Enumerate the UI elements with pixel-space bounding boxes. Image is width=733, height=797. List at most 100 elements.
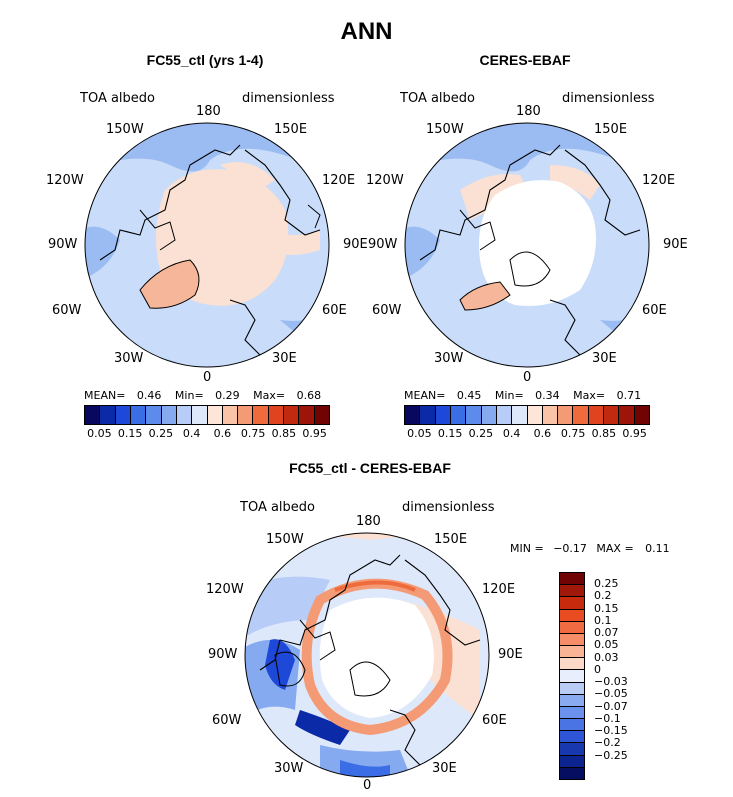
obs-min-label: Min= (494, 389, 524, 402)
model-lon-0: 0 (203, 370, 212, 385)
model-colorbar-box (85, 406, 101, 424)
diff-colorbar-tick: −0.2 (594, 736, 621, 750)
diff-colorbar-box (560, 670, 584, 683)
obs-lon-60e: 60E (642, 303, 667, 318)
obs-lon-150e: 150E (594, 122, 628, 137)
diff-lon-120e: 120E (482, 582, 516, 597)
model-lon-120w: 120W (46, 173, 84, 188)
diff-min-label: MIN = (510, 542, 544, 555)
model-colorbar-tick: 0.25 (148, 427, 174, 440)
diff-colorbar-tick: −0.05 (594, 687, 628, 701)
model-colorbar-box (161, 406, 177, 424)
obs-colorbar-tick: 0.4 (502, 427, 521, 440)
model-colorbar-box (100, 406, 116, 424)
diff-lon-180: 180 (356, 514, 381, 529)
model-mean-label: MEAN= (84, 389, 126, 402)
model-colorbar-tick: 0.4 (182, 427, 201, 440)
obs-panel-title: CERES-EBAF (479, 52, 571, 68)
model-field-label: TOA albedo (80, 91, 156, 106)
diff-units-label: dimensionless (402, 500, 495, 515)
model-units-label: dimensionless (242, 91, 335, 106)
obs-lon-180: 180 (516, 104, 541, 119)
diff-colorbar-tick: 0.15 (594, 601, 619, 615)
diff-colorbar (559, 572, 585, 780)
model-lon-180: 180 (196, 104, 221, 119)
diff-lon-90w: 90W (208, 647, 238, 662)
diff-colorbar-box (560, 609, 584, 622)
model-colorbar-box (176, 406, 193, 424)
obs-colorbar-box (573, 406, 589, 424)
diff-lon-60e: 60E (482, 713, 507, 728)
model-colorbar-box (192, 406, 208, 424)
obs-colorbar-tick: 0.05 (407, 427, 432, 440)
diff-colorbar-box (560, 694, 584, 707)
diff-colorbar-box (560, 573, 584, 586)
model-colorbar-tick: 0.95 (302, 427, 327, 440)
model-lon-150e: 150E (274, 122, 308, 137)
diff-colorbar-tick: −0.1 (594, 711, 621, 725)
diff-colorbar-tick: 0.05 (594, 638, 619, 652)
model-colorbar-box (253, 406, 269, 424)
diff-panel-title: FC55_ctl - CERES-EBAF (289, 460, 451, 476)
model-colorbar-tick: 0.85 (271, 427, 297, 440)
model-colorbar-box (268, 406, 285, 424)
diff-max-value: 0.11 (645, 542, 670, 555)
model-panel-title: FC55_ctl (yrs 1-4) (146, 52, 264, 68)
diff-min-value: −0.17 (553, 542, 587, 555)
model-colorbar-tick: 0.05 (87, 427, 112, 440)
model-colorbar-box (314, 406, 329, 424)
obs-colorbar-box (496, 406, 513, 424)
obs-lon-120w: 120W (366, 173, 404, 188)
diff-colorbar-box (560, 646, 584, 659)
obs-colorbar-box (450, 406, 467, 424)
diff-colorbar-box (560, 621, 584, 634)
obs-mean-label: MEAN= (404, 389, 446, 402)
model-colorbar-box (284, 406, 300, 424)
obs-colorbar-tick: 0.15 (437, 427, 463, 440)
model-polar-map (84, 122, 330, 368)
model-colorbar-box (222, 406, 239, 424)
diff-colorbar-tick: 0 (594, 662, 601, 676)
diff-colorbar-box (560, 767, 584, 779)
obs-min-value: 0.34 (535, 389, 560, 402)
model-min-label: Min= (174, 389, 204, 402)
obs-colorbar-ticks: 0.05 0.15 0.25 0.4 0.6 0.75 0.85 0.95 (404, 427, 650, 441)
obs-colorbar-tick: 0.75 (560, 427, 586, 440)
model-lon-30e: 30E (272, 351, 297, 366)
diff-colorbar-tick: 0.1 (594, 613, 612, 627)
obs-colorbar-box (435, 406, 451, 424)
obs-colorbar-box (481, 406, 497, 424)
model-mean-value: 0.46 (136, 389, 162, 402)
model-max-label: Max= (253, 389, 286, 402)
obs-colorbar-tick: 0.85 (591, 427, 617, 440)
obs-colorbar-box (405, 406, 421, 424)
model-lon-60w: 60W (52, 303, 82, 318)
model-colorbar (84, 405, 330, 425)
obs-max-label: Max= (573, 389, 606, 402)
diff-colorbar-box (560, 755, 584, 768)
diff-lon-30e: 30E (432, 761, 457, 776)
diff-lon-0: 0 (363, 778, 372, 793)
obs-colorbar-tick: 0.25 (468, 427, 494, 440)
obs-colorbar-box (542, 406, 559, 424)
diff-lon-30w: 30W (274, 761, 304, 776)
diff-colorbar-tick: −0.07 (594, 699, 628, 713)
diff-colorbar-box (560, 633, 584, 647)
model-lon-30w: 30W (114, 351, 144, 366)
model-colorbar-box (115, 406, 131, 424)
diff-colorbar-box (560, 719, 584, 732)
diff-colorbar-tick: 0.2 (594, 589, 612, 603)
diff-colorbar-box (560, 585, 584, 598)
model-colorbar-tick: 0.6 (213, 427, 232, 440)
figure-title: ANN (340, 18, 393, 45)
diff-colorbar-tick: 0.07 (594, 626, 619, 640)
diff-colorbar-tick: −0.15 (594, 724, 628, 738)
diff-colorbar-box (560, 682, 584, 695)
diff-colorbar-box (560, 706, 584, 720)
obs-stats: MEAN= 0.45 Min= 0.34 Max= 0.71 (404, 389, 641, 402)
diff-lon-150w: 150W (266, 532, 304, 547)
obs-lon-30w: 30W (434, 351, 464, 366)
obs-lon-90w: 90W (368, 237, 398, 252)
model-colorbar-ticks: 0.05 0.15 0.25 0.4 0.6 0.75 0.85 0.95 (84, 427, 330, 441)
obs-polar-map (404, 122, 650, 368)
